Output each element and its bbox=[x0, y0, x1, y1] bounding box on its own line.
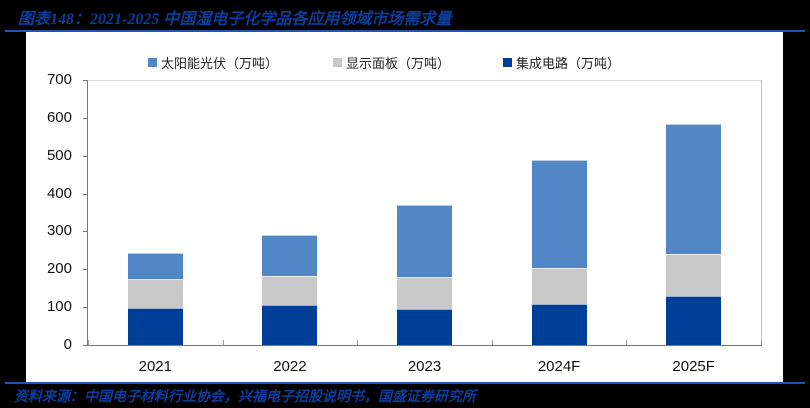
stacked-bar-2022 bbox=[262, 235, 318, 345]
x-tick bbox=[491, 340, 493, 345]
bar-segment bbox=[397, 309, 452, 345]
y-tick-label: 200 bbox=[46, 260, 72, 278]
y-tick bbox=[83, 155, 88, 157]
plot-area bbox=[88, 80, 762, 346]
legend-label: 太阳能光伏（万吨） bbox=[161, 56, 279, 71]
y-tick-label: 500 bbox=[46, 146, 72, 164]
stacked-bar-2023 bbox=[397, 204, 452, 345]
source-note: 资料来源：中国电子材料行业协会，兴福电子招股说明书，国盛证券研究所 bbox=[14, 390, 476, 405]
bar-segment bbox=[666, 295, 722, 345]
y-tick bbox=[83, 80, 88, 81]
bar-segment bbox=[666, 124, 722, 255]
y-tick bbox=[83, 307, 88, 309]
y-tick bbox=[83, 269, 88, 271]
y-tick-label: 400 bbox=[46, 184, 72, 202]
y-tick bbox=[83, 231, 88, 233]
bar-segment bbox=[397, 276, 452, 310]
legend: 太阳能光伏（万吨） 显示面板（万吨） 集成电路（万吨） bbox=[0, 53, 810, 72]
x-axis-line bbox=[87, 345, 762, 346]
x-tick bbox=[88, 340, 89, 345]
x-tick bbox=[357, 340, 359, 345]
bar-segment bbox=[666, 254, 722, 296]
stacked-bar-2024F bbox=[531, 160, 587, 345]
bar-segment bbox=[531, 304, 587, 345]
x-tick-label: 2022 bbox=[273, 358, 307, 375]
legend-label: 集成电路（万吨） bbox=[516, 56, 621, 71]
bar-segment bbox=[397, 204, 452, 277]
x-tick bbox=[222, 340, 224, 345]
legend-item-solar: 太阳能光伏（万吨） bbox=[148, 53, 278, 72]
y-tick bbox=[83, 193, 88, 195]
y-tick-label: 100 bbox=[46, 298, 72, 316]
y-tick-label: 0 bbox=[63, 336, 72, 353]
legend-swatch-display bbox=[333, 58, 342, 67]
bar-segment bbox=[262, 235, 318, 277]
stacked-bar-2021 bbox=[127, 253, 183, 345]
bar-segment bbox=[262, 276, 318, 306]
x-tick-label: 2024F bbox=[537, 358, 581, 375]
x-tick-label: 2023 bbox=[407, 358, 442, 375]
top-rule bbox=[5, 30, 805, 32]
chart-title: 图表148：2021-2025 中国湿电子化学品各应用领域市场需求量 bbox=[18, 11, 452, 28]
y-tick bbox=[83, 117, 88, 119]
y-tick bbox=[83, 345, 88, 346]
x-tick-label: 2021 bbox=[138, 358, 172, 375]
legend-label: 显示面板（万吨） bbox=[346, 56, 451, 71]
bar-segment bbox=[127, 279, 183, 308]
bar-segment bbox=[531, 160, 587, 269]
legend-swatch-ic bbox=[503, 58, 512, 67]
legend-item-ic: 集成电路（万吨） bbox=[503, 53, 620, 72]
y-tick-label: 300 bbox=[46, 222, 72, 240]
legend-swatch-solar bbox=[148, 58, 157, 67]
stacked-bar-2025F bbox=[666, 124, 722, 345]
y-tick-label: 600 bbox=[46, 108, 72, 126]
bar-segment bbox=[127, 253, 183, 280]
x-tick bbox=[761, 340, 762, 345]
y-tick-label: 700 bbox=[46, 71, 72, 88]
bottom-rule bbox=[5, 382, 805, 384]
legend-item-display: 显示面板（万吨） bbox=[333, 53, 450, 72]
y-axis-line bbox=[87, 80, 88, 346]
x-tick bbox=[626, 340, 628, 345]
x-tick-label: 2025F bbox=[672, 358, 715, 375]
bar-segment bbox=[262, 305, 318, 345]
bar-segment bbox=[531, 268, 587, 305]
bar-segment bbox=[127, 307, 183, 345]
